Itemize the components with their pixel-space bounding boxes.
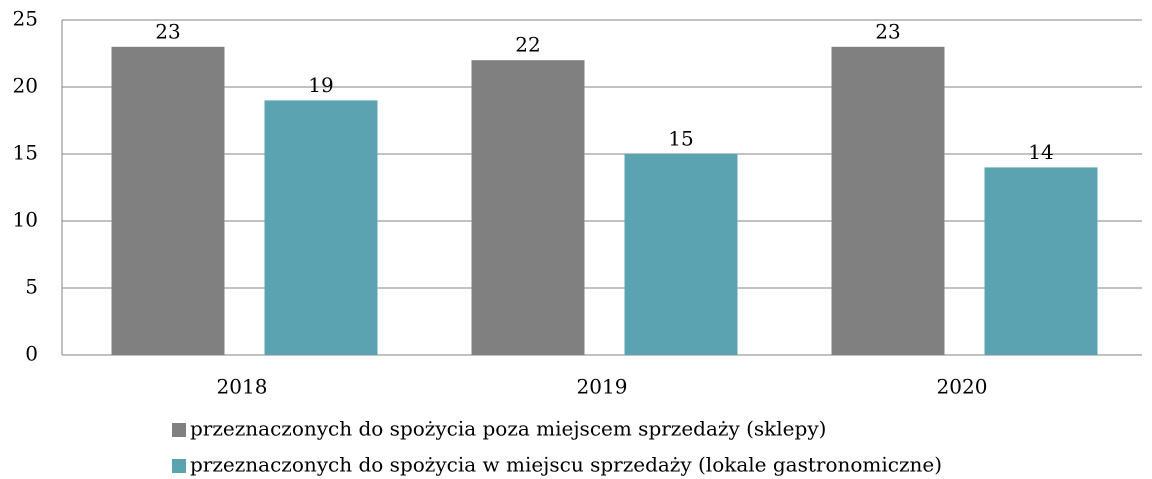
bar — [624, 154, 738, 355]
x-tick-label: 2018 — [217, 375, 268, 399]
legend-label: przeznaczonych do spożycia w miejscu spr… — [190, 453, 942, 477]
bar — [264, 100, 378, 356]
value-label: 15 — [668, 127, 693, 151]
legend-label: przeznaczonych do spożycia poza miejscem… — [190, 417, 826, 441]
y-tick-label: 20 — [13, 74, 38, 98]
bar — [471, 60, 585, 355]
y-tick-label: 10 — [13, 208, 38, 232]
value-label: 19 — [308, 73, 333, 97]
value-label: 22 — [515, 33, 540, 57]
x-tick-label: 2020 — [937, 375, 988, 399]
x-tick-label: 2019 — [577, 375, 628, 399]
y-tick-label: 0 — [25, 342, 38, 366]
legend-swatch — [172, 459, 186, 473]
bar — [831, 46, 945, 356]
y-tick-label: 5 — [25, 275, 38, 299]
bar — [984, 167, 1098, 355]
value-label: 23 — [875, 19, 900, 43]
bar — [111, 46, 225, 356]
y-tick-label: 25 — [13, 7, 38, 31]
value-label: 23 — [155, 19, 180, 43]
y-tick-label: 15 — [13, 141, 38, 165]
legend-swatch — [172, 423, 186, 437]
value-label: 14 — [1028, 140, 1053, 164]
